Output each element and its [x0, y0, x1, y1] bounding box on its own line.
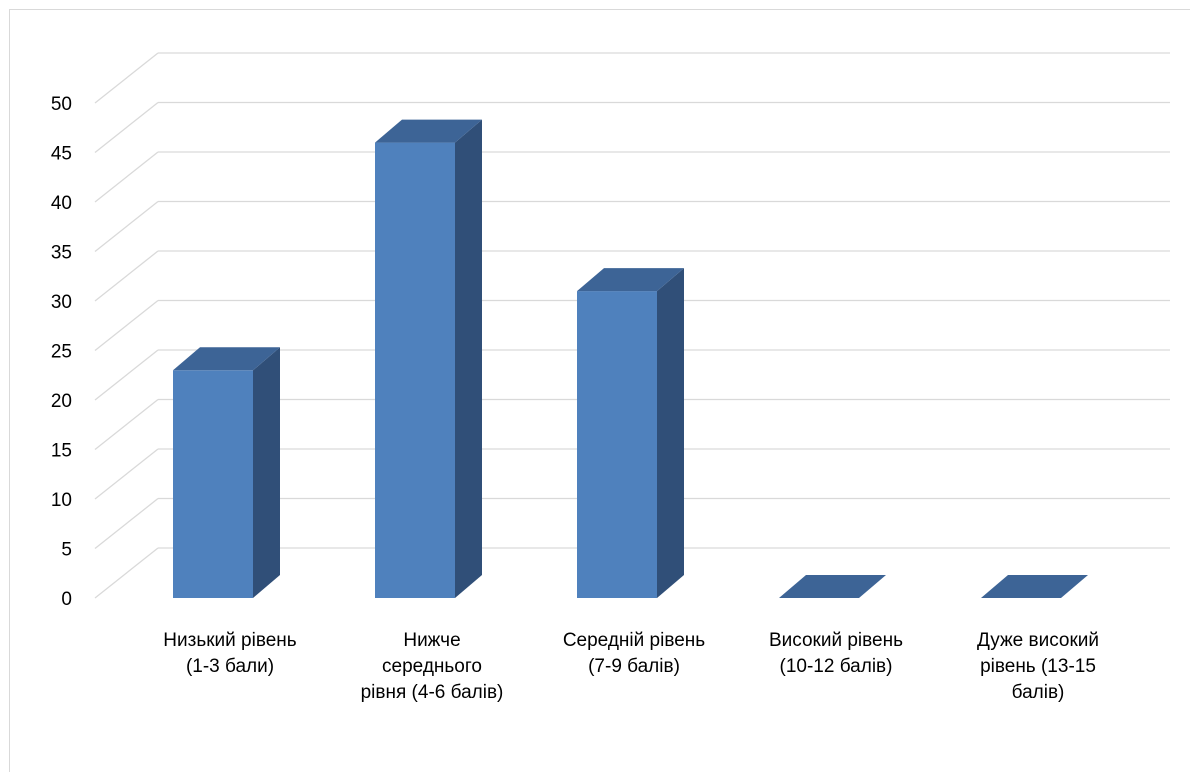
gridline-diagonal	[94, 52, 159, 104]
bar-side-3	[657, 268, 684, 598]
y-tick-label: 50	[51, 94, 72, 115]
bar-top-1	[173, 347, 280, 371]
bar-front-2	[375, 142, 455, 598]
x-category-label: (7-9 балів)	[588, 656, 680, 677]
gridline-diagonal	[94, 200, 159, 253]
gridline-diagonal	[94, 250, 159, 302]
x-category-label: балів)	[1012, 682, 1065, 703]
bar-top-5	[981, 575, 1088, 598]
x-category-label: рівень (13-15	[980, 656, 1096, 677]
x-category-label: Дуже високий	[977, 630, 1099, 651]
gridline-diagonal	[94, 349, 159, 401]
y-tick-label: 0	[61, 589, 72, 610]
x-category-label: середнього	[382, 656, 482, 677]
bar-top-3	[577, 268, 684, 292]
x-category-label: Низький рівень	[163, 630, 296, 651]
y-tick-label: 25	[51, 342, 72, 363]
gridline-diagonal	[94, 448, 159, 500]
y-tick-label: 45	[51, 144, 72, 165]
gridline-diagonal	[94, 497, 159, 550]
y-tick-label: 35	[51, 243, 72, 264]
bar-front-3	[577, 291, 657, 598]
gridline-diagonal	[94, 101, 159, 154]
x-category-label: Нижче	[403, 630, 460, 651]
x-category-label: (10-12 балів)	[780, 656, 893, 677]
x-category-label: Високий рівень	[769, 630, 903, 651]
gridline-diagonal	[94, 151, 159, 203]
x-category-label: рівня (4-6 балів)	[361, 682, 504, 703]
y-tick-label: 5	[61, 540, 72, 561]
x-category-label: Середній рівень	[563, 630, 705, 651]
bar-top-4	[779, 575, 886, 598]
y-tick-label: 40	[51, 193, 72, 214]
x-category-label: (1-3 бали)	[186, 656, 274, 677]
bar-top-2	[375, 119, 482, 143]
gridline-diagonal	[94, 299, 159, 352]
y-tick-label: 20	[51, 391, 72, 412]
y-tick-label: 30	[51, 292, 72, 313]
bar-front-1	[173, 370, 253, 598]
bar-side-2	[455, 119, 482, 598]
y-tick-label: 15	[51, 441, 72, 462]
bar-side-1	[253, 347, 280, 598]
gridline-diagonal	[94, 398, 159, 451]
y-tick-label: 10	[51, 490, 72, 511]
gridline-diagonal	[94, 547, 159, 599]
